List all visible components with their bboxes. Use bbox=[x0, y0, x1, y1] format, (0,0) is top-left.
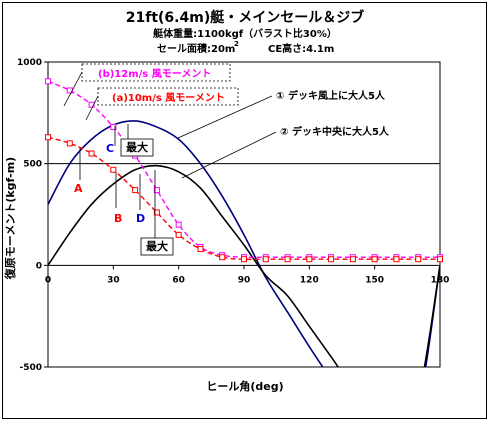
series-3-point bbox=[219, 254, 226, 261]
plot-layer bbox=[45, 61, 443, 368]
series-line-3 bbox=[48, 136, 440, 261]
series-3-point bbox=[306, 256, 313, 263]
leader-lines bbox=[63, 71, 277, 238]
series-3-point bbox=[66, 140, 73, 147]
series-3-point bbox=[197, 246, 204, 253]
chart-title: 21ft(6.4m)艇・メインセール＆ジブ bbox=[126, 9, 364, 26]
series-line-0 bbox=[48, 120, 440, 367]
series-2-point bbox=[175, 221, 182, 228]
x-tick-label: 90 bbox=[238, 275, 251, 285]
series-3-point bbox=[328, 256, 335, 263]
series-2-point bbox=[110, 124, 117, 131]
plot-area-border bbox=[47, 61, 441, 368]
series-2-point bbox=[153, 187, 160, 194]
series-3-point bbox=[132, 187, 139, 194]
chart-subtitle-2-sup: 2 bbox=[234, 40, 239, 48]
tick-layer: 0 30 60 90 120 150 180 -500 0 500 1000 bbox=[17, 58, 449, 373]
series-line-1 bbox=[48, 164, 440, 367]
legend-label-windward: ① デッキ風上に大人5人 bbox=[276, 89, 386, 102]
series-3-point bbox=[284, 256, 291, 263]
x-tick-label: 0 bbox=[45, 275, 51, 285]
series-3-point bbox=[241, 256, 247, 263]
series-3-point bbox=[88, 150, 95, 157]
series-3-point bbox=[153, 209, 160, 216]
series-2-point bbox=[45, 78, 51, 85]
max-label-lower: 最大 bbox=[146, 239, 168, 253]
x-tick-label: 120 bbox=[300, 275, 319, 285]
legend-label-center: ② デッキ中央に大人5人 bbox=[280, 125, 390, 138]
series-3-point bbox=[437, 256, 443, 263]
series-3-point bbox=[175, 231, 182, 238]
series-line-2 bbox=[48, 80, 440, 259]
max-box-upper bbox=[120, 138, 154, 157]
x-axis-label: ヒール角(deg) bbox=[206, 379, 283, 393]
y-tick-label: 0 bbox=[36, 261, 42, 271]
series-3-point bbox=[45, 134, 51, 141]
y-axis-label: 復原モーメント(kgf-m) bbox=[3, 157, 17, 280]
series-3-point bbox=[349, 256, 356, 263]
legend-label-12ms: (b)12m/s 風モーメント bbox=[98, 68, 211, 80]
series-3-point bbox=[110, 166, 117, 173]
annotation-c: C bbox=[106, 142, 114, 155]
max-label-upper: 最大 bbox=[126, 140, 148, 154]
y-tick-label: 500 bbox=[23, 160, 42, 170]
chart-subtitle-2-left: セール面積:20m bbox=[157, 42, 235, 55]
annotation-a: A bbox=[74, 182, 83, 195]
chart-subtitle-2-right: CE高さ:4.1m bbox=[268, 42, 334, 55]
max-box-lower bbox=[140, 237, 174, 256]
chart-subtitle-1: 艇体重量:1100kgf（バラスト比30%） bbox=[152, 27, 337, 40]
y-tick-label: 1000 bbox=[17, 58, 42, 68]
series-3-point bbox=[262, 256, 269, 263]
x-tick-label: 150 bbox=[365, 275, 384, 285]
series-3-point bbox=[393, 256, 400, 263]
y-tick-label: -500 bbox=[19, 363, 42, 373]
x-tick-label: 30 bbox=[107, 275, 120, 285]
series-3-point bbox=[371, 256, 378, 263]
x-tick-label: 60 bbox=[172, 275, 185, 285]
legend-label-10ms: (a)10m/s 風モーメント bbox=[112, 92, 225, 104]
x-tick-label: 180 bbox=[431, 275, 450, 285]
annotation-b: B bbox=[114, 212, 122, 225]
annotation-d: D bbox=[136, 212, 145, 225]
chart-frame bbox=[2, 2, 487, 419]
series-3-point bbox=[415, 256, 422, 263]
